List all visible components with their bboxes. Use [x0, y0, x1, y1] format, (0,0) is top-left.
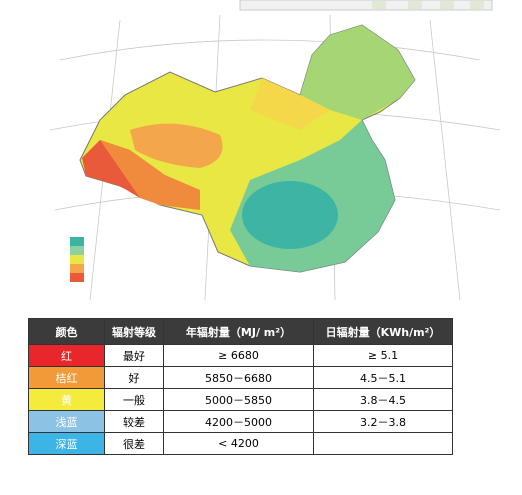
header-cell: 颜色: [28, 318, 105, 345]
header-cell: 辐射等级: [104, 318, 164, 345]
toolbar-icon: [408, 1, 422, 9]
radiation-map: [49, 0, 501, 301]
table-body: 红最好 ≥ 6680 ≥ 5.1 桔红好 5850－6680 4.5－5.1 黄一般 5000…: [28, 344, 453, 455]
table-row: 红最好 ≥ 6680 ≥ 5.1: [28, 344, 453, 367]
map-legend: [70, 237, 84, 282]
header-cell: 年辐射量（MJ/ m²）: [163, 318, 314, 345]
color-cell: 黄: [28, 388, 105, 411]
color-cell: 浅蓝: [28, 410, 105, 433]
table-cell: 3.2－3.8: [313, 410, 453, 433]
color-cell: 深蓝: [28, 432, 105, 455]
table-cell: ≥ 6680: [163, 344, 314, 367]
toolbar: [239, 0, 493, 11]
table-row: 浅蓝 较差 4200－5000 3.2－3.8: [28, 410, 453, 433]
table-cell: [313, 432, 453, 455]
table-cell: 很差: [104, 432, 164, 455]
color-cell: 红: [28, 344, 105, 367]
toolbar-icon: [470, 1, 484, 9]
table-cell: 4.5－5.1: [313, 366, 453, 389]
table-cell: 3.8－4.5: [313, 388, 453, 411]
table-cell: 较差: [104, 410, 164, 433]
toolbar-icon: [440, 1, 454, 9]
table-cell: 5850－6680: [163, 366, 314, 389]
table-cell: 5000－5850: [163, 388, 314, 411]
orange-red-zone: [100, 140, 200, 210]
table-cell: ≥ 5.1: [313, 344, 453, 367]
northeast-zone: [300, 25, 415, 120]
radiation-table: 颜色 辐射等级 年辐射量（MJ/ m²） 日辐射量（KWh/m²） 红最好 ≥ 6680…: [28, 318, 453, 455]
table-row: 深蓝 很差 < 4200: [28, 432, 453, 455]
table-cell: < 4200: [163, 432, 314, 455]
yellow-zone: [250, 78, 330, 130]
table-cell: 4200－5000: [163, 410, 314, 433]
table-cell: 一般: [104, 388, 164, 411]
table-row: 黄一般 5000－5850 3.8－4.5: [28, 388, 453, 411]
color-cell: 桔红: [28, 366, 105, 389]
table-cell: 好: [104, 366, 164, 389]
table-cell: 最好: [104, 344, 164, 367]
header-row: 颜色 辐射等级 年辐射量（MJ/ m²） 日辐射量（KWh/m²）: [28, 318, 453, 345]
header-cell: 日辐射量（KWh/m²）: [313, 318, 453, 345]
orange-zone: [130, 123, 223, 168]
toolbar-icon: [372, 1, 386, 9]
table-row: 桔红好 5850－6680 4.5－5.1: [28, 366, 453, 389]
sichuan-basin: [242, 181, 338, 249]
